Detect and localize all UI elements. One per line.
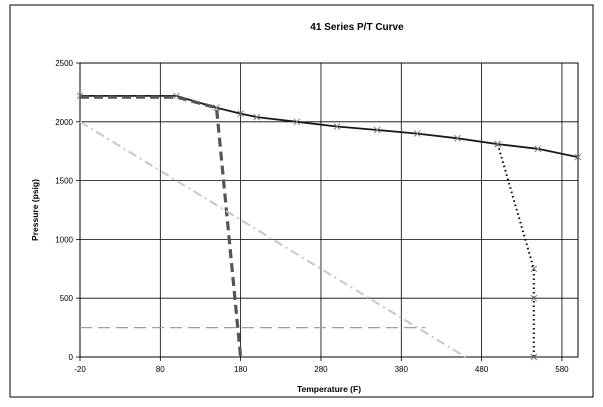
series-0-point (253, 113, 261, 121)
y-tick-label: 500 (60, 294, 74, 303)
y-tick-label: 1000 (55, 235, 73, 244)
series-0-point (534, 145, 542, 153)
series-0-point (373, 126, 381, 134)
series-2-point (530, 294, 538, 302)
y-tick-label: 2000 (55, 118, 73, 127)
x-tick-label: 180 (234, 365, 248, 374)
series-2-point (494, 140, 502, 148)
series-0-point (454, 134, 461, 142)
x-axis-title: Temperature (F) (297, 384, 361, 394)
y-axis-title: Pressure (psig) (30, 179, 40, 241)
series-0-point (414, 130, 421, 137)
series-line-1 (80, 95, 243, 358)
series-2-point (530, 353, 538, 361)
y-tick-label: 1500 (55, 177, 73, 186)
x-tick-label: 580 (555, 365, 569, 374)
y-tick-label: 0 (69, 353, 74, 362)
chart-title: 41 Series P/T Curve (310, 22, 404, 33)
x-tick-label: 480 (475, 365, 489, 374)
x-tick-label: 280 (314, 365, 328, 374)
x-tick-label: -20 (74, 365, 86, 374)
plot-area (79, 62, 579, 358)
series-0-point (333, 123, 341, 130)
tick-layer: -20 80 180 280 380 480 580 0 500 1000 1500 2000 2500 (55, 59, 569, 374)
x-tick-label: 80 (156, 365, 165, 374)
x-tick-label: 380 (395, 365, 409, 374)
series-0-point (237, 110, 244, 117)
series-2-point (530, 265, 538, 273)
series-0-point (574, 153, 582, 161)
series-line-2 (496, 143, 535, 357)
y-tick-label: 2500 (55, 59, 73, 68)
series-0-point (293, 118, 301, 126)
series-0-point (213, 104, 220, 112)
series-layer (76, 92, 582, 361)
grid (76, 62, 578, 361)
